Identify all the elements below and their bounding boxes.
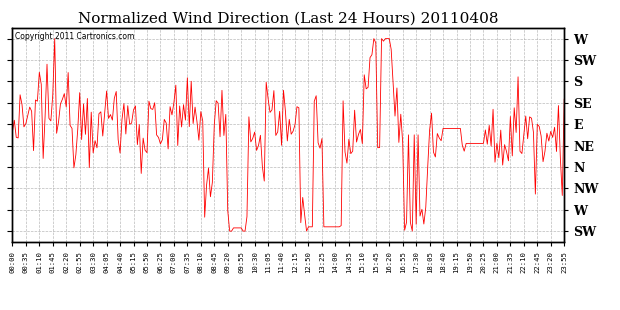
Title: Normalized Wind Direction (Last 24 Hours) 20110408: Normalized Wind Direction (Last 24 Hours… bbox=[78, 11, 498, 25]
Text: Copyright 2011 Cartronics.com: Copyright 2011 Cartronics.com bbox=[15, 32, 135, 41]
